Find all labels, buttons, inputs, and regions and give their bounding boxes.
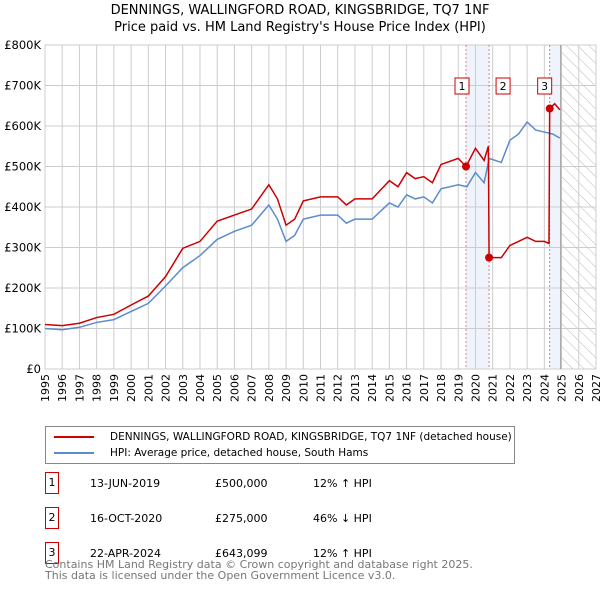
transaction-date: 22-APR-2024 [90,546,162,560]
transaction-hpi-change: 12% ↑ HPI [313,546,372,560]
x-tick-label: 2025 [556,374,569,402]
x-tick-label: 2024 [538,374,551,402]
x-tick-label: 2014 [366,374,379,402]
footer-line: This data is licensed under the Open Gov… [45,569,396,582]
y-tick-label: £100K [4,322,41,336]
x-tick-label: 2000 [125,374,138,402]
x-tick-label: 2005 [211,374,224,402]
x-tick-label: 2027 [590,374,600,402]
transaction-date: 16-OCT-2020 [90,511,163,525]
y-tick-label: £400K [4,200,41,214]
x-tick-label: 2001 [142,374,155,402]
subtitle-line: Price paid vs. HM Land Registry's House … [114,20,486,35]
sale-label-box [537,77,553,95]
x-tick-label: 2020 [469,374,482,402]
transaction-price: £500,000 [215,476,268,490]
x-tick-label: 2003 [177,374,190,402]
x-tick-label: 2012 [332,374,345,402]
x-tick-label: 2023 [521,374,534,402]
transaction-number: 2 [45,507,59,529]
transaction-price: £643,099 [215,546,268,560]
sale-point [545,104,554,113]
x-tick-label: 2011 [315,374,328,402]
transaction-row: 3 22-APR-2024 £643,099 12% ↑ HPI [45,542,372,564]
x-tick-label: 2016 [401,374,414,402]
title-line: DENNINGS, WALLINGFORD ROAD, KINGSBRIDGE,… [110,3,490,18]
y-tick-label: £300K [4,241,41,255]
transaction-hpi-change: 12% ↑ HPI [313,476,372,490]
sale-label-box [495,77,511,95]
legend: DENNINGS, WALLINGFORD ROAD, KINGSBRIDGE,… [45,426,515,464]
x-tick-label: 1996 [56,374,69,402]
x-tick-label: 1999 [108,374,121,402]
sale-label: 1 [458,80,465,93]
footer: Contains HM Land Registry data © Crown c… [45,559,473,581]
x-tick-label: 2009 [280,374,293,402]
transaction-number: 3 [45,542,59,564]
y-tick-label: £600K [4,119,41,133]
x-tick-label: 2007 [246,374,259,402]
x-tick-label: 2026 [573,374,586,402]
legend-label: DENNINGS, WALLINGFORD ROAD, KINGSBRIDGE,… [110,431,512,443]
blue-line-swatch [54,452,94,454]
legend-label: HPI: Average price, detached house, Sout… [110,447,369,459]
sale-point [461,162,470,171]
y-tick-label: £700K [4,79,41,93]
series-line [44,102,561,327]
transaction-hpi-change: 46% ↓ HPI [313,511,372,525]
x-tick-label: 2006 [228,374,241,402]
legend-item-property: DENNINGS, WALLINGFORD ROAD, KINGSBRIDGE,… [54,431,512,443]
chart-title: DENNINGS, WALLINGFORD ROAD, KINGSBRIDGE,… [0,2,600,36]
x-tick-label: 2004 [194,374,207,402]
y-tick-label: £800K [4,38,41,52]
x-tick-label: 2019 [452,374,465,402]
red-line-swatch [54,436,94,438]
sale-label: 2 [500,80,507,93]
series-line [44,120,561,331]
transaction-row: 1 13-JUN-2019 £500,000 12% ↑ HPI [45,472,372,494]
sale-label-box [454,77,470,95]
transaction-price: £275,000 [215,511,268,525]
sale-point [485,253,494,262]
footer-line: Contains HM Land Registry data © Crown c… [45,558,473,571]
x-tick-label: 2015 [383,374,396,402]
price-chart: 1995 1996 1997 1998 1999 2000 2001 2002 2003 2004… [4,38,600,402]
x-tick-label: 2017 [418,374,431,402]
x-tick-label: 2008 [263,374,276,402]
x-tick-label: 2013 [349,374,362,402]
y-tick-label: £0 [26,362,41,376]
x-tick-label: 1998 [91,374,104,402]
transaction-row: 2 16-OCT-2020 £275,000 46% ↓ HPI [45,507,372,529]
x-tick-label: 1997 [73,374,86,402]
transaction-number: 1 [45,472,59,494]
x-tick-label: 2022 [504,374,517,402]
x-tick-label: 2018 [435,374,448,402]
y-tick-label: £200K [4,281,41,295]
y-tick-label: £500K [4,160,41,174]
x-tick-label: 2002 [160,374,173,402]
x-tick-label: 2021 [487,374,500,402]
legend-item-hpi: HPI: Average price, detached house, Sout… [54,447,368,459]
transaction-date: 13-JUN-2019 [90,476,161,490]
x-tick-label: 1995 [39,374,52,402]
sale-label: 3 [541,80,548,93]
x-tick-label: 2010 [297,374,310,402]
